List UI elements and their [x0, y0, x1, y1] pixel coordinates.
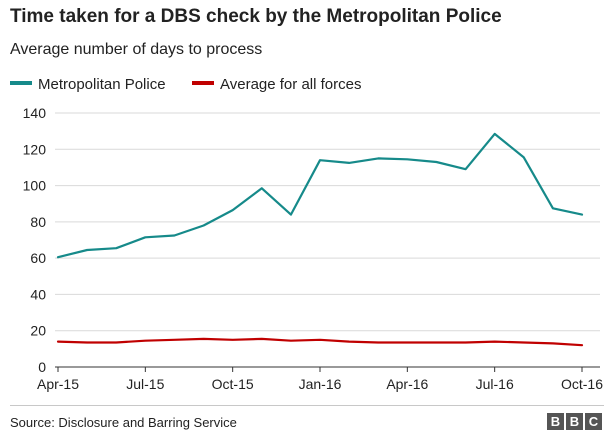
bbc-logo: B B C — [547, 413, 602, 430]
legend-swatch-average-all-forces — [192, 81, 214, 86]
bbc-logo-letter: B — [547, 413, 564, 430]
x-tick-label: Jan-16 — [299, 376, 342, 392]
y-tick-label: 60 — [30, 250, 46, 266]
legend-label-average-all-forces: Average for all forces — [220, 76, 362, 93]
x-tick-label: Jul-15 — [126, 376, 164, 392]
series-line-average-for-all-forces — [56, 337, 584, 347]
legend-item-average-all-forces: Average for all forces — [192, 76, 361, 93]
legend-label-metropolitan-police: Metropolitan Police — [38, 76, 166, 93]
legend-swatch-metropolitan-police — [10, 81, 32, 86]
y-tick-label: 100 — [23, 178, 47, 194]
bbc-logo-letter: B — [566, 413, 583, 430]
x-tick-label: Jul-16 — [476, 376, 514, 392]
y-tick-label: 120 — [23, 141, 47, 157]
legend-item-metropolitan-police: Metropolitan Police — [10, 76, 166, 93]
x-tick-label: Oct-15 — [212, 376, 254, 392]
y-tick-label: 20 — [30, 323, 46, 339]
x-tick-label: Apr-16 — [386, 376, 428, 392]
y-tick-label: 140 — [23, 105, 47, 121]
y-tick-label: 80 — [30, 214, 46, 230]
x-tick-label: Oct-16 — [561, 376, 603, 392]
y-tick-label: 40 — [30, 286, 46, 302]
line-chart: 0 20 40 60 80 100 120 140 Apr-15 Jul-15 Oct-15 Jan-… — [23, 105, 604, 392]
x-tick-label: Apr-15 — [37, 376, 79, 392]
source-note: Source: Disclosure and Barring Service — [10, 415, 237, 430]
bbc-logo-letter: C — [585, 413, 602, 430]
chart-title: Time taken for a DBS check by the Metrop… — [10, 6, 502, 27]
chart-subtitle: Average number of days to process — [10, 41, 263, 58]
footer-divider — [10, 405, 604, 406]
series-line-metropolitan-police — [56, 132, 584, 259]
y-tick-label: 0 — [38, 359, 46, 375]
